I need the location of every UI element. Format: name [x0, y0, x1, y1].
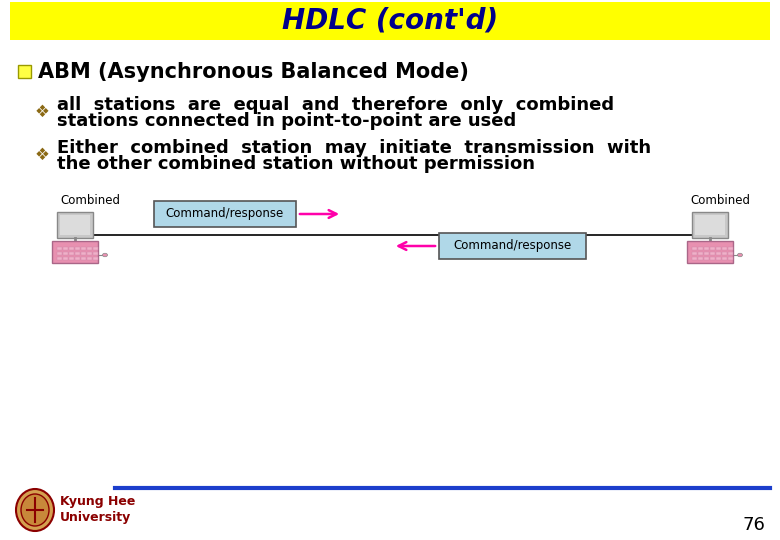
- Text: the other combined station without permission: the other combined station without permi…: [57, 155, 535, 173]
- Bar: [18, 65, 31, 78]
- Bar: [698, 252, 703, 255]
- Bar: [716, 246, 721, 250]
- Text: all  stations  are  equal  and  therefore  only  combined: all stations are equal and therefore onl…: [57, 96, 614, 114]
- Bar: [728, 246, 732, 250]
- Bar: [63, 252, 68, 255]
- Text: Either  combined  station  may  initiate  transmission  with: Either combined station may initiate tra…: [57, 139, 651, 157]
- Bar: [93, 256, 98, 260]
- FancyBboxPatch shape: [154, 201, 296, 227]
- Bar: [63, 246, 68, 250]
- Bar: [722, 252, 726, 255]
- Ellipse shape: [16, 489, 54, 531]
- FancyBboxPatch shape: [10, 2, 770, 40]
- Bar: [710, 252, 714, 255]
- Text: stations connected in point-to-point are used: stations connected in point-to-point are…: [57, 112, 516, 130]
- Bar: [716, 256, 721, 260]
- Ellipse shape: [102, 253, 108, 256]
- Bar: [716, 252, 721, 255]
- Bar: [81, 256, 86, 260]
- Bar: [728, 256, 732, 260]
- FancyBboxPatch shape: [692, 212, 728, 238]
- Bar: [69, 246, 73, 250]
- Text: ABM (Asynchronous Balanced Mode): ABM (Asynchronous Balanced Mode): [38, 62, 469, 82]
- Ellipse shape: [738, 253, 743, 256]
- Bar: [75, 256, 80, 260]
- Text: Combined: Combined: [60, 193, 120, 206]
- Text: 76: 76: [742, 516, 765, 534]
- Bar: [81, 246, 86, 250]
- Bar: [93, 252, 98, 255]
- Text: Kyung Hee: Kyung Hee: [60, 496, 136, 509]
- Bar: [692, 256, 697, 260]
- Bar: [704, 252, 708, 255]
- Bar: [722, 256, 726, 260]
- FancyBboxPatch shape: [52, 241, 98, 263]
- Bar: [722, 246, 726, 250]
- Bar: [704, 256, 708, 260]
- Text: ❖: ❖: [34, 103, 49, 121]
- Text: Command/response: Command/response: [166, 207, 284, 220]
- Bar: [710, 246, 714, 250]
- Bar: [69, 256, 73, 260]
- Bar: [93, 246, 98, 250]
- Text: University: University: [60, 510, 131, 523]
- Bar: [692, 252, 697, 255]
- FancyBboxPatch shape: [60, 215, 90, 235]
- Bar: [75, 246, 80, 250]
- Bar: [57, 256, 62, 260]
- FancyBboxPatch shape: [695, 215, 725, 235]
- Bar: [728, 252, 732, 255]
- Bar: [87, 252, 91, 255]
- Bar: [692, 246, 697, 250]
- Bar: [698, 246, 703, 250]
- Bar: [81, 252, 86, 255]
- Ellipse shape: [21, 494, 49, 526]
- Bar: [69, 252, 73, 255]
- Bar: [87, 246, 91, 250]
- FancyBboxPatch shape: [57, 212, 93, 238]
- Bar: [710, 256, 714, 260]
- Text: Command/response: Command/response: [453, 240, 572, 253]
- Bar: [87, 256, 91, 260]
- FancyBboxPatch shape: [439, 233, 586, 259]
- Bar: [75, 252, 80, 255]
- Text: Combined: Combined: [690, 193, 750, 206]
- Bar: [57, 246, 62, 250]
- Bar: [57, 252, 62, 255]
- Bar: [698, 256, 703, 260]
- Bar: [63, 256, 68, 260]
- Text: ❖: ❖: [34, 146, 49, 164]
- Text: HDLC (cont'd): HDLC (cont'd): [282, 7, 498, 35]
- FancyBboxPatch shape: [687, 241, 733, 263]
- Bar: [704, 246, 708, 250]
